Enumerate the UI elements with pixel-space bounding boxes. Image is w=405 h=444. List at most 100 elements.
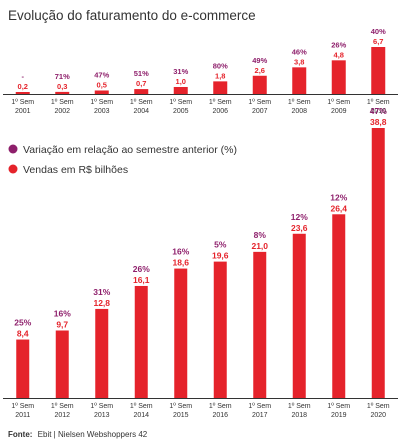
bar	[332, 214, 346, 398]
chart-legend: Variação em relação ao semestre anterior…	[8, 144, 237, 176]
bar	[371, 47, 386, 94]
bar	[95, 308, 109, 398]
tick-label-semester: 1º Sem	[169, 99, 192, 106]
tick-label-year: 2015	[173, 412, 189, 419]
tick-label-year: 2016	[212, 412, 228, 419]
bar	[371, 128, 385, 398]
percent-label: 26%	[133, 264, 150, 274]
tick-label-year: 2008	[291, 108, 307, 115]
percent-label: 80%	[213, 61, 228, 70]
tick-label-semester: 1º Sem	[130, 99, 153, 106]
value-label: 1,0	[176, 77, 186, 86]
value-label: 8,4	[17, 329, 29, 339]
percent-label: 71%	[55, 72, 70, 81]
tick-label-semester: 1º Sem	[90, 403, 113, 410]
value-label: 38,8	[370, 117, 387, 127]
bar	[55, 91, 70, 94]
legend-variation-label: Variação em relação ao semestre anterior…	[23, 144, 237, 156]
tick-label-year: 2006	[212, 108, 228, 115]
percent-label: 26%	[331, 40, 346, 49]
value-label: 4,8	[334, 50, 344, 59]
value-label: 3,8	[294, 57, 304, 66]
source-text: Ebit | Nielsen Webshoppers 42	[38, 430, 148, 439]
legend-sales-marker	[8, 164, 18, 174]
percent-label: -	[22, 72, 25, 81]
value-label: 0,5	[97, 80, 107, 89]
bar	[94, 90, 109, 94]
percent-label: 12%	[291, 212, 308, 222]
percent-label: 47%	[370, 106, 387, 116]
tick-label-year: 2007	[252, 108, 268, 115]
tick-label-semester: 1º Sem	[248, 99, 271, 106]
percent-label: 31%	[93, 287, 110, 297]
bar	[253, 251, 267, 398]
bar	[15, 92, 30, 94]
bar	[173, 86, 188, 94]
tick-label-semester: 1º Sem	[288, 99, 311, 106]
bar	[331, 60, 346, 94]
source-prefix: Fonte:	[8, 430, 32, 439]
tick-label-semester: 1º Sem	[51, 403, 74, 410]
tick-label-year: 2003	[94, 108, 110, 115]
value-label: 1,8	[215, 71, 225, 80]
tick-label-semester: 1º Sem	[327, 403, 350, 410]
value-label: 0,3	[57, 82, 67, 91]
bar	[213, 261, 227, 398]
tick-label-semester: 1º Sem	[130, 403, 153, 410]
bar	[174, 268, 188, 398]
tick-label-semester: 1º Sem	[169, 403, 192, 410]
value-label: 0,2	[18, 82, 28, 91]
percent-label: 16%	[54, 309, 71, 319]
tick-label-year: 2005	[173, 108, 189, 115]
value-label: 16,1	[133, 275, 150, 285]
percent-label: 25%	[14, 318, 31, 328]
percent-label: 16%	[172, 247, 189, 257]
tick-label-year: 2009	[331, 108, 347, 115]
bar	[213, 81, 228, 94]
bar	[55, 330, 69, 398]
tick-label-semester: 1º Sem	[90, 99, 113, 106]
tick-label-semester: 1º Sem	[11, 403, 34, 410]
value-label: 19,6	[212, 251, 229, 261]
percent-label: 49%	[252, 56, 267, 65]
tick-label-year: 2020	[370, 412, 386, 419]
tick-label-semester: 1º Sem	[51, 99, 74, 106]
tick-label-year: 2002	[54, 108, 70, 115]
bar	[134, 89, 149, 94]
percent-label: 5%	[214, 240, 227, 250]
percent-label: 8%	[254, 230, 267, 240]
tick-label-year: 2013	[94, 412, 110, 419]
percent-label: 46%	[292, 47, 307, 56]
value-label: 26,4	[330, 203, 347, 213]
percent-label: 12%	[330, 192, 347, 202]
percent-label: 31%	[173, 67, 188, 76]
value-label: 6,7	[373, 37, 383, 46]
source-note: Fonte: Ebit | Nielsen Webshoppers 42	[8, 430, 148, 439]
value-label: 9,7	[56, 320, 68, 330]
legend-sales-label: Vendas em R$ bilhões	[23, 164, 128, 176]
bar	[292, 233, 306, 398]
value-label: 23,6	[291, 223, 308, 233]
percent-label: 51%	[134, 69, 149, 78]
tick-label-year: 2011	[15, 412, 30, 419]
percent-label: 47%	[94, 70, 109, 79]
tick-label-year: 2001	[15, 108, 31, 115]
value-label: 0,7	[136, 79, 146, 88]
bar	[16, 339, 30, 398]
value-label: 21,0	[251, 241, 268, 251]
tick-label-semester: 1º Sem	[367, 99, 390, 106]
tick-label-year: 2010	[370, 108, 386, 115]
value-label: 12,8	[93, 298, 110, 308]
tick-label-semester: 1º Sem	[327, 99, 350, 106]
legend-variation-marker	[8, 144, 18, 154]
chart-title: Evolução do faturamento do e-commerce	[8, 8, 256, 23]
tick-label-year: 2014	[133, 412, 149, 419]
tick-label-semester: 1º Sem	[248, 403, 271, 410]
value-label: 18,6	[172, 258, 189, 268]
bar	[134, 285, 148, 398]
tick-label-year: 2018	[291, 412, 307, 419]
tick-label-year: 2017	[252, 412, 268, 419]
